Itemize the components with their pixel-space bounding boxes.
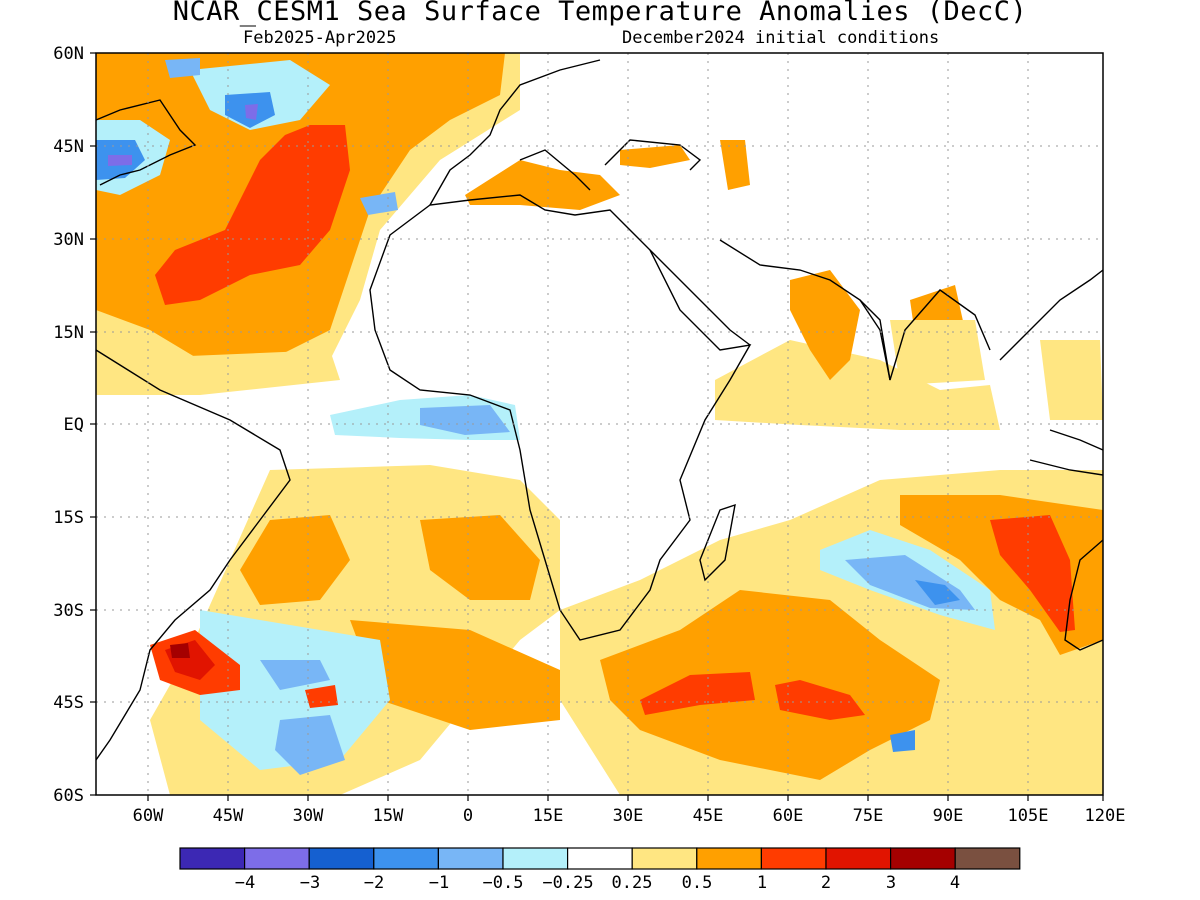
brazil-malvinas-cold-core	[260, 660, 330, 690]
mediterranean-warm	[465, 160, 620, 210]
lat-label: 15S	[53, 508, 84, 528]
lon-label: 30W	[293, 806, 324, 826]
colorbar-swatch	[825, 847, 892, 870]
south-indian-warm	[600, 590, 940, 780]
colorbar-swatch	[373, 847, 439, 870]
australia-coastline	[1064, 539, 1103, 651]
north-america-coastline	[96, 99, 197, 186]
colorbar-label: 1	[757, 873, 767, 893]
colorbar-label: 2	[821, 873, 831, 893]
lon-label: 60E	[773, 806, 804, 826]
colorbar-swatch	[308, 847, 375, 870]
colorbar-label: −0.5	[483, 873, 524, 893]
lat-label: 60N	[53, 44, 84, 64]
anomaly-field	[96, 53, 1103, 795]
mascarene-cold-center	[915, 580, 960, 605]
colorbar-label: 0.5	[682, 873, 713, 893]
lon-label: 15W	[373, 806, 404, 826]
lat-label: 30N	[53, 230, 84, 250]
south-indian-hot-1	[640, 672, 755, 715]
argentina-hottest	[170, 643, 190, 658]
colorbar-swatch	[244, 847, 310, 870]
coastlines	[96, 59, 1103, 761]
north-cold-blob	[165, 58, 200, 78]
colorbar-swatch	[954, 847, 1021, 870]
madagascar-coastline	[699, 503, 736, 582]
colorbar	[179, 847, 1021, 870]
arabia-coastline	[649, 239, 891, 381]
lon-label: 60W	[133, 806, 164, 826]
brazil-malvinas-cold	[200, 610, 390, 770]
colorbar-swatch	[437, 847, 504, 870]
colorbar-swatch	[179, 847, 246, 870]
southeast-asia-coastline	[999, 269, 1103, 476]
europe-coastline	[429, 59, 702, 206]
india-coastline	[859, 289, 991, 381]
colorbar-label: 3	[886, 873, 896, 893]
africa-coastline	[369, 194, 752, 641]
south-america-coastline	[96, 349, 291, 761]
labrador-cold-center	[245, 104, 258, 120]
lon-label: 105E	[1008, 806, 1049, 826]
latitude-labels: 60N 45N 30N 15N EQ 15S 30S 45S 60S	[53, 44, 84, 806]
lon-label: 45W	[213, 806, 244, 826]
sahara-coast-pale	[96, 350, 340, 395]
south-atlantic-cold-core	[275, 715, 345, 775]
south-indian-hot-2	[775, 680, 865, 720]
north-indian-pale	[715, 340, 1000, 430]
lat-label: 45N	[53, 137, 84, 157]
lat-label: EQ	[64, 415, 84, 435]
axis-ticks	[90, 52, 1104, 801]
colorbar-labels: −4 −3 −2 −1 −0.5 −0.25 0.25 0.5 1 2 3 4	[235, 873, 960, 893]
colorbar-label: −2	[364, 873, 384, 893]
south-atlantic-warm-2	[420, 515, 540, 600]
caspian-warm	[720, 140, 750, 190]
lon-label: 30E	[613, 806, 644, 826]
colorbar-swatch	[760, 847, 827, 870]
lat-label: 60S	[53, 786, 84, 806]
colorbar-label: −1	[429, 873, 449, 893]
forecast-period: Feb2025-Apr2025	[243, 28, 397, 48]
south-indian-cold-dot	[890, 730, 915, 752]
nw-atlantic-cold-center	[108, 155, 132, 166]
south-atlantic-warm	[240, 515, 350, 605]
colorbar-swatch	[566, 847, 633, 870]
lon-label: 0	[463, 806, 473, 826]
andaman-pale	[1040, 340, 1103, 420]
initial-conditions: December2024 initial conditions	[622, 28, 940, 48]
north-atlantic-hot	[155, 125, 350, 305]
longitude-labels: 60W 45W 30W 15W 0 15E 30E 45E 60E 75E 90…	[133, 806, 1126, 826]
lat-label: 30S	[53, 601, 84, 621]
colorbar-swatch	[696, 847, 762, 870]
black-sea-warm	[620, 145, 690, 168]
lon-label: 75E	[853, 806, 884, 826]
colorbar-label: 4	[950, 873, 960, 893]
lon-label: 120E	[1085, 806, 1126, 826]
lat-label: 45S	[53, 693, 84, 713]
colorbar-label: −3	[300, 873, 320, 893]
eq-atlantic-cold-core	[420, 405, 510, 435]
west-australia-hot	[990, 515, 1075, 632]
bay-of-bengal-pale	[890, 320, 985, 385]
lat-label: 15N	[53, 323, 84, 343]
lon-label: 15E	[533, 806, 564, 826]
colorbar-swatch	[889, 847, 956, 870]
colorbar-swatch	[631, 847, 698, 870]
arabian-sea-warm	[790, 270, 860, 380]
colorbar-label: 0.25	[612, 873, 653, 893]
lon-label: 45E	[693, 806, 724, 826]
map-title: NCAR_CESM1 Sea Surface Temperature Anoma…	[172, 0, 1028, 27]
colorbar-swatch	[502, 847, 569, 870]
south-atlantic-warm-3	[350, 620, 560, 730]
colorbar-label: −4	[235, 873, 255, 893]
colorbar-label: −0.25	[542, 873, 593, 893]
lon-label: 90E	[933, 806, 964, 826]
